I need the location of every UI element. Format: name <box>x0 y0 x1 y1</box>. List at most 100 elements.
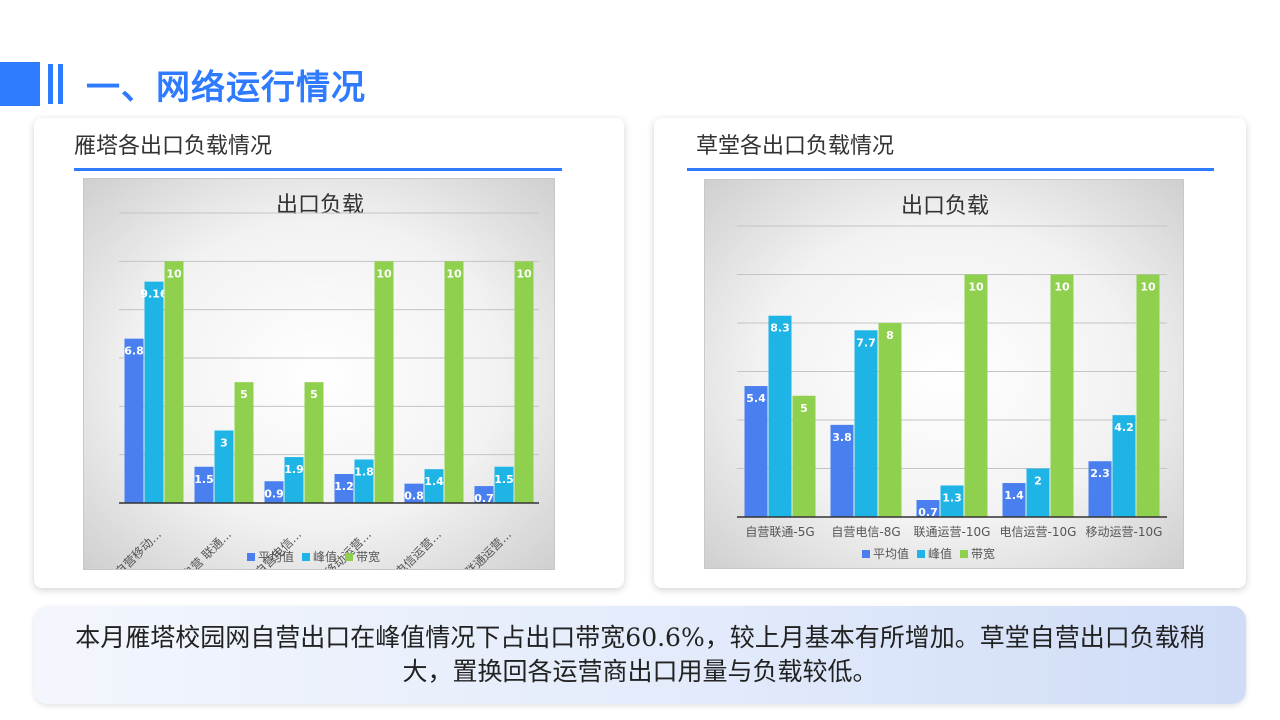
caotang-category-label: 自营电信-8G <box>831 525 900 539</box>
caotang-data-label: 1.3 <box>942 491 962 504</box>
yanta-legend-swatch <box>345 553 353 561</box>
title-accent-stripe <box>58 64 63 104</box>
caotang-chart: 出口负载 5.4 8.3 5 自营联通-5G 3.8 7.7 8 自营电信-8G 0.7 1.3 10… <box>704 179 1184 569</box>
yanta-bar-bandwidth <box>514 261 534 503</box>
caotang-legend-label: 峰值 <box>928 546 952 561</box>
yanta-panel-title: 雁塔各出口负载情况 <box>74 134 273 159</box>
caotang-data-label: 1.4 <box>1004 489 1024 502</box>
yanta-bar-avg <box>264 481 284 503</box>
caotang-panel-title: 草堂各出口负载情况 <box>696 134 895 159</box>
caotang-data-label: 0.7 <box>918 506 938 519</box>
caotang-chart-title: 出口负载 <box>901 194 989 219</box>
caotang-bar-peak <box>768 315 792 517</box>
yanta-data-label: 5 <box>240 388 248 401</box>
yanta-legend-label: 平均值 <box>258 549 294 564</box>
yanta-chart-title: 出口负载 <box>276 193 364 218</box>
page-title: 一、网络运行情况 <box>86 68 366 108</box>
yanta-bar-avg <box>334 474 354 503</box>
caotang-data-label: 10 <box>1054 281 1070 294</box>
caotang-legend-swatch <box>862 550 870 558</box>
caotang-title-underline <box>687 168 1214 171</box>
yanta-data-label: 1.5 <box>494 473 514 486</box>
yanta-legend-label: 带宽 <box>356 549 380 564</box>
caotang-bar-peak <box>940 485 964 517</box>
caotang-data-label: 2 <box>1034 475 1042 488</box>
caotang-legend-label: 带宽 <box>971 546 995 561</box>
yanta-bar-avg <box>404 483 424 503</box>
yanta-bar-bandwidth <box>374 261 394 503</box>
yanta-data-label: 10 <box>166 267 182 280</box>
caotang-category-label: 自营联通-5G <box>745 525 814 539</box>
caotang-bar-avg <box>744 386 768 517</box>
caotang-data-label: 7.7 <box>856 336 876 349</box>
caotang-data-label: 10 <box>968 281 984 294</box>
caotang-data-label: 5 <box>800 402 808 415</box>
caotang-data-label: 4.2 <box>1114 421 1134 434</box>
caotang-legend-swatch <box>917 550 925 558</box>
yanta-bar-peak <box>354 459 374 503</box>
caotang-category-label: 联通运营-10G <box>914 525 991 539</box>
yanta-data-label: 6.8 <box>124 345 144 358</box>
caotang-panel: 草堂各出口负载情况 出口负载 5.4 8.3 5 自营联通-5G 3.8 7.7 8 自营电信-… <box>654 118 1246 588</box>
yanta-data-label: 9.16 <box>140 288 167 301</box>
yanta-data-label: 10 <box>376 267 392 280</box>
yanta-bar-avg <box>474 486 494 503</box>
yanta-bar-bandwidth <box>234 382 254 503</box>
yanta-legend-label: 峰值 <box>313 549 337 564</box>
yanta-bar-avg <box>194 466 214 503</box>
caotang-bar-avg <box>1002 483 1026 517</box>
yanta-bar-peak <box>214 430 234 503</box>
yanta-bar-avg <box>124 338 144 503</box>
caotang-bar-peak <box>1112 415 1136 517</box>
yanta-category-label: 联通运营... <box>462 527 514 569</box>
yanta-legend-swatch <box>302 553 310 561</box>
caotang-data-label: 8 <box>886 329 894 342</box>
caotang-bar-avg <box>916 500 940 517</box>
caotang-bar-bandwidth <box>1050 274 1074 517</box>
caotang-bar-avg <box>830 424 854 517</box>
yanta-data-label: 1.4 <box>424 475 444 488</box>
yanta-data-label: 0.7 <box>474 492 494 505</box>
yanta-data-label: 3 <box>220 437 228 450</box>
caotang-bar-peak <box>1026 468 1050 517</box>
yanta-data-label: 10 <box>446 267 462 280</box>
summary-text: 本月雁塔校园网自营出口在峰值情况下占出口带宽60.6%，较上月基本有所增加。草堂… <box>75 623 1205 686</box>
yanta-bar-bandwidth <box>444 261 464 503</box>
yanta-bar-peak <box>144 281 164 503</box>
yanta-panel: 雁塔各出口负载情况 出口负载 6.8 9.16 10 自营移动... 1.5 3 5 自营 联通… <box>34 118 624 588</box>
caotang-bar-avg <box>1088 461 1112 517</box>
yanta-data-label: 1.5 <box>194 473 214 486</box>
yanta-title-underline <box>74 168 562 171</box>
caotang-bar-peak <box>854 330 878 517</box>
caotang-chart-svg: 出口负载 5.4 8.3 5 自营联通-5G 3.8 7.7 8 自营电信-8G 0.7 1.3 10… <box>737 194 1167 561</box>
yanta-legend-swatch <box>247 553 255 561</box>
yanta-chart: 出口负载 6.8 9.16 10 自营移动... 1.5 3 5 自营 联通... 0.9 1.9 5… <box>83 178 555 570</box>
yanta-data-label: 5 <box>310 388 318 401</box>
yanta-bar-bandwidth <box>304 382 324 503</box>
yanta-chart-svg: 出口负载 6.8 9.16 10 自营移动... 1.5 3 5 自营 联通... 0.91.9 5… <box>112 193 539 569</box>
yanta-data-label: 1.9 <box>284 463 304 476</box>
yanta-data-label: 1.2 <box>334 480 354 493</box>
caotang-legend-swatch <box>960 550 968 558</box>
summary-box: 本月雁塔校园网自营出口在峰值情况下占出口带宽60.6%，较上月基本有所增加。草堂… <box>34 606 1246 704</box>
title-accent-stripe <box>48 64 53 104</box>
yanta-data-label: 1.8 <box>354 466 374 479</box>
caotang-legend-label: 平均值 <box>873 546 909 561</box>
caotang-category-label: 移动运营-10G <box>1086 525 1163 539</box>
caotang-data-label: 8.3 <box>770 322 790 335</box>
caotang-bar-bandwidth <box>1136 274 1160 517</box>
caotang-data-label: 3.8 <box>832 431 852 444</box>
title-accent-block <box>0 62 40 106</box>
yanta-bar-peak <box>424 469 444 503</box>
yanta-data-label: 0.8 <box>404 490 424 503</box>
caotang-bar-bandwidth <box>878 323 902 517</box>
yanta-bar-peak <box>494 466 514 503</box>
yanta-category-label: 电信运营... <box>392 527 444 569</box>
caotang-data-label: 2.3 <box>1090 467 1110 480</box>
caotang-bar-bandwidth <box>792 395 816 517</box>
yanta-bar-peak <box>284 457 304 503</box>
yanta-category-label: 自营移动... <box>112 527 164 569</box>
caotang-bar-bandwidth <box>964 274 988 517</box>
yanta-data-label: 10 <box>516 267 532 280</box>
yanta-data-label: 0.9 <box>264 487 284 500</box>
